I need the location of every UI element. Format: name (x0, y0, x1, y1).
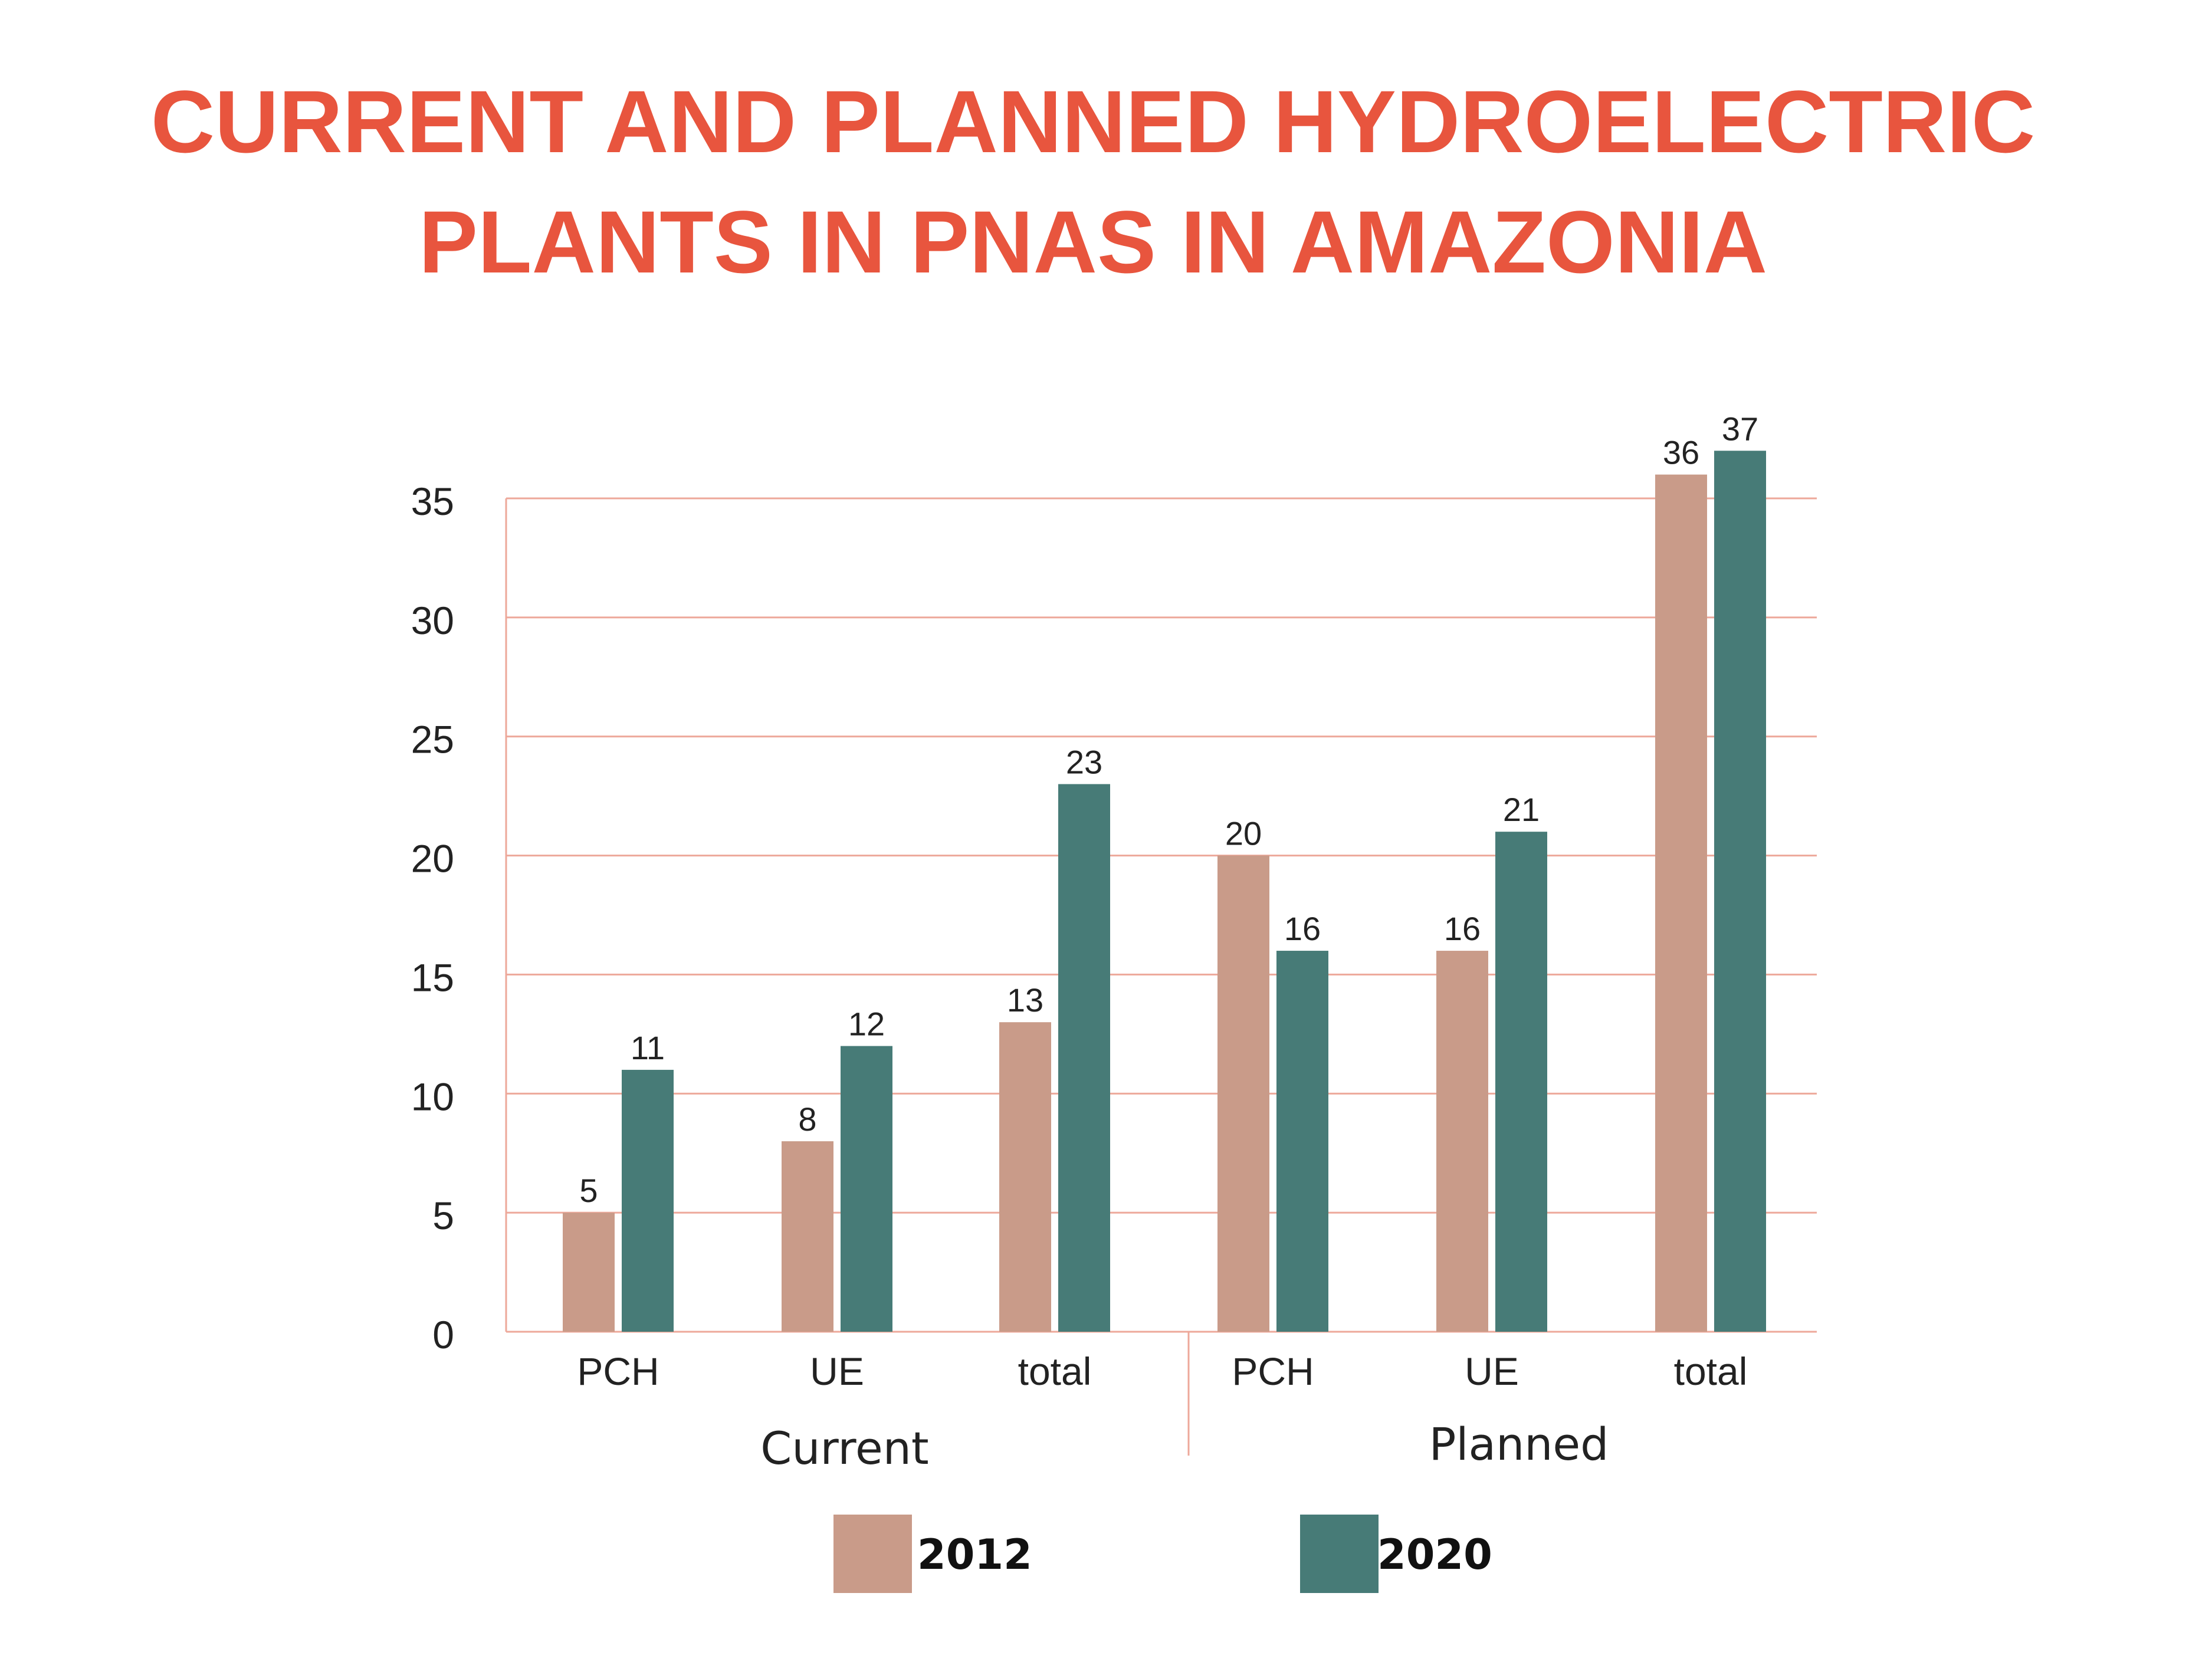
legend-swatch-2012 (833, 1515, 912, 1593)
bar-2020-pch-4 (1276, 951, 1328, 1332)
x-cat-2: UE (810, 1349, 864, 1393)
chart-title: CURRENT AND PLANNED HYDROELECTRIC PLANTS … (151, 72, 2035, 291)
label-2020-2: 12 (848, 1006, 885, 1043)
x-cat-3: total (1018, 1349, 1092, 1393)
label-2020-3: 23 (1066, 743, 1102, 780)
label-2020-4: 16 (1284, 910, 1321, 947)
title-line-1: CURRENT AND PLANNED HYDROELECTRIC (151, 72, 2035, 171)
label-2012-4: 20 (1225, 815, 1262, 852)
label-2020-5: 21 (1503, 791, 1540, 828)
y-tick-20: 20 (411, 837, 454, 881)
x-cat-6: total (1674, 1349, 1748, 1393)
bar-2012-total-3 (999, 1022, 1051, 1332)
bar-2020-ue-5 (1495, 832, 1547, 1332)
x-axis-categories: PCH UE total PCH UE total (577, 1349, 1747, 1393)
y-tick-35: 35 (411, 479, 454, 523)
y-tick-15: 15 (411, 955, 454, 999)
bar-2020-pch-1 (622, 1069, 674, 1332)
x-cat-4: PCH (1232, 1349, 1314, 1393)
x-cat-5: UE (1465, 1349, 1519, 1393)
label-2020-6: 37 (1722, 410, 1758, 447)
y-axis-ticks: 0 5 10 15 20 25 30 35 (411, 479, 454, 1357)
group-label-planned: Planned (1429, 1418, 1609, 1470)
bar-2012-ue-2 (782, 1141, 833, 1332)
legend-label-2012: 2012 (917, 1531, 1032, 1579)
gridlines (505, 497, 1817, 1456)
bar-2020-ue-2 (841, 1046, 892, 1332)
bar-2012-pch-1 (563, 1213, 615, 1332)
label-2020-1: 11 (631, 1029, 665, 1066)
y-tick-5: 5 (432, 1194, 454, 1237)
bars (563, 451, 1766, 1332)
bar-2012-ue-5 (1436, 951, 1488, 1332)
title-line-2: PLANTS IN PNAS IN AMAZONIA (419, 192, 1767, 291)
y-tick-25: 25 (411, 718, 454, 761)
legend-label-2020: 2020 (1377, 1531, 1492, 1579)
group-label-current: Current (760, 1422, 928, 1474)
legend: 2012 2020 (833, 1515, 1492, 1593)
legend-swatch-2020 (1300, 1515, 1379, 1593)
bar-2012-pch-4 (1217, 855, 1269, 1332)
data-labels: 5 11 8 12 13 23 20 16 16 21 36 37 (579, 410, 1758, 1209)
bar-2012-total-6 (1655, 474, 1707, 1332)
label-2012-1: 5 (579, 1172, 598, 1209)
bar-2020-total-3 (1058, 784, 1110, 1332)
y-tick-0: 0 (432, 1313, 454, 1357)
bar-2020-total-6 (1714, 451, 1766, 1332)
label-2012-3: 13 (1007, 981, 1043, 1019)
label-2012-6: 36 (1663, 434, 1699, 471)
label-2012-2: 8 (798, 1101, 816, 1138)
x-cat-1: PCH (577, 1349, 659, 1393)
x-axis-groups: Current Planned (760, 1418, 1609, 1474)
y-tick-30: 30 (411, 599, 454, 642)
label-2012-5: 16 (1444, 910, 1481, 947)
y-tick-10: 10 (411, 1075, 454, 1118)
